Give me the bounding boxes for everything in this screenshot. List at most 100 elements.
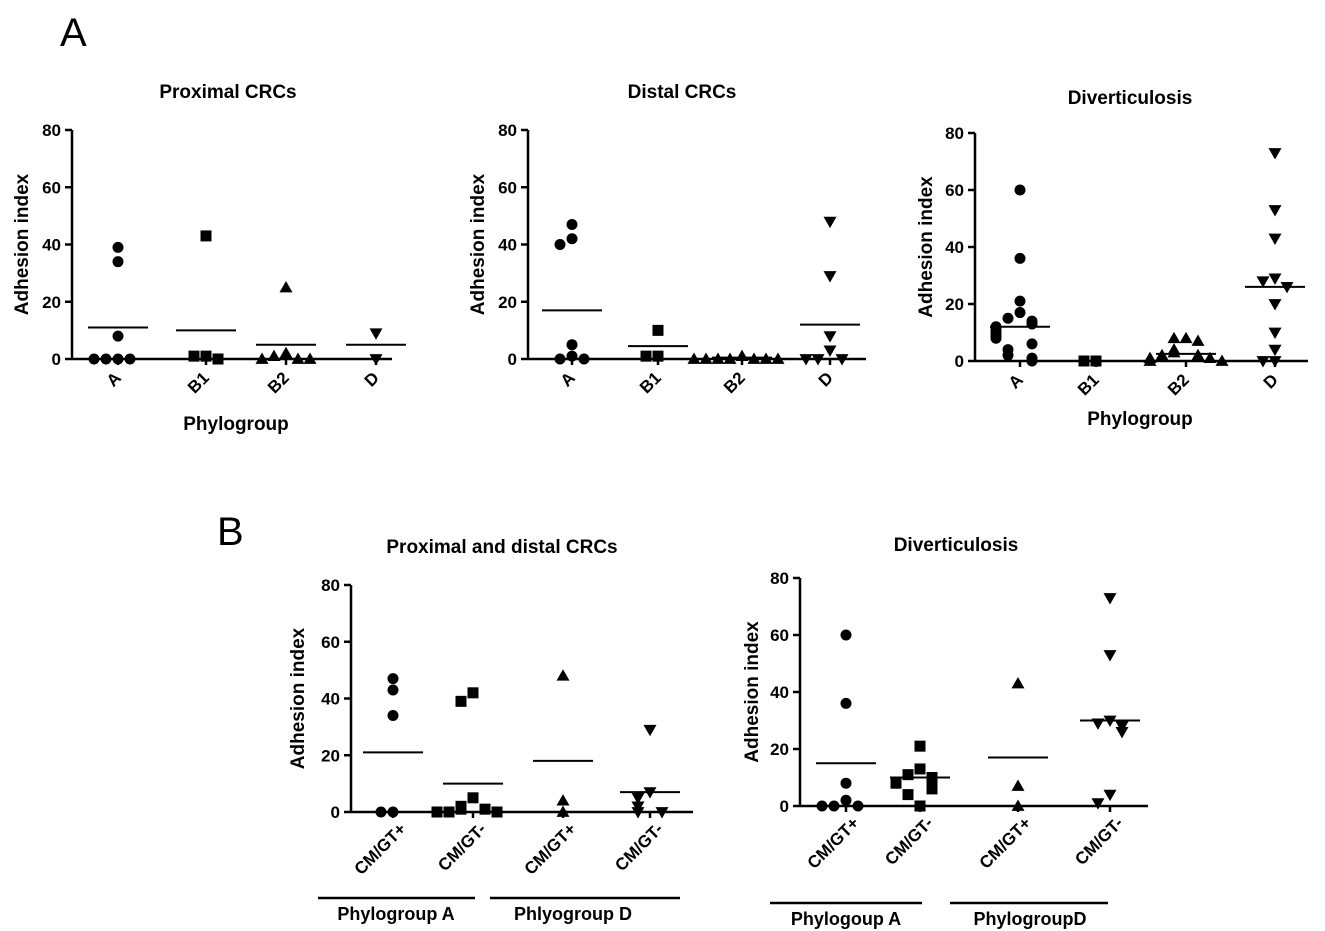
chart-title: Proximal CRCs [159, 82, 296, 103]
data-point [631, 807, 645, 819]
data-point [566, 233, 578, 245]
data-point [1011, 799, 1025, 811]
y-tick-label: 60 [42, 178, 61, 197]
data-point [1179, 331, 1193, 344]
y-axis-label: Adhesion index [288, 627, 309, 769]
data-point [914, 740, 926, 752]
data-point [112, 241, 124, 253]
data-point [640, 350, 652, 362]
data-point [840, 777, 852, 789]
data-point [387, 710, 399, 722]
data-point [556, 805, 570, 817]
chart-title: Diverticulosis [894, 535, 1019, 556]
data-point [1103, 593, 1117, 605]
data-point [840, 629, 852, 641]
y-tick-label: 0 [52, 350, 61, 369]
data-point [387, 684, 399, 696]
x-category-label: CM/GT+ [521, 819, 580, 878]
chart-title: Proximal and distal CRCs [386, 537, 617, 558]
data-point [1191, 334, 1205, 346]
y-axis-label: Adhesion index [12, 173, 33, 315]
data-point [200, 230, 212, 242]
data-point [1268, 273, 1282, 285]
data-point [1268, 356, 1282, 368]
y-tick-label: 20 [498, 293, 517, 312]
y-tick-label: 40 [945, 238, 964, 257]
data-point [926, 774, 938, 786]
y-tick-label: 20 [770, 740, 789, 759]
chart-2: Distal CRCs 0 20 40 60 80 Adhesion index A B1 B2 D [468, 82, 866, 397]
data-point [823, 271, 837, 283]
y-tick-label: 60 [770, 626, 789, 645]
data-point [479, 803, 491, 815]
x-category-label: A [103, 368, 125, 390]
y-tick-label: 80 [498, 121, 517, 140]
y-tick-label: 20 [321, 746, 340, 765]
group-label: Phylogoup A [791, 909, 901, 929]
data-point [902, 769, 914, 781]
data-point [467, 687, 479, 699]
y-axis-label: Adhesion index [742, 621, 763, 763]
y-tick-label: 0 [780, 797, 789, 816]
chart-5: Diverticulosis 0 20 40 60 80 Adhesion index CM/… [742, 535, 1148, 929]
y-tick-label: 40 [42, 236, 61, 255]
data-point [578, 353, 590, 365]
data-point [455, 803, 467, 815]
chart-title: Diverticulosis [1068, 88, 1193, 109]
panel-letter-a: A [60, 11, 87, 55]
group-label: Phylogroup A [337, 904, 454, 924]
data-point [1115, 721, 1129, 733]
chart-title: Distal CRCs [628, 82, 737, 103]
x-category-label: CM/GT+ [351, 819, 410, 878]
x-category-label: CM/GT- [434, 819, 490, 875]
x-category-label: A [1005, 370, 1027, 392]
data-point [212, 353, 224, 365]
data-point [112, 330, 124, 342]
data-point [1002, 349, 1014, 361]
data-point [643, 724, 657, 737]
data-point [840, 697, 852, 709]
data-point [1268, 233, 1282, 245]
data-point [990, 332, 1002, 344]
data-point [431, 806, 443, 818]
data-point [1103, 650, 1117, 662]
y-tick-label: 80 [770, 569, 789, 588]
data-point [1011, 676, 1025, 689]
data-point [631, 792, 645, 805]
data-point [811, 354, 825, 366]
data-point [566, 218, 578, 230]
data-point [1026, 318, 1038, 330]
data-point [467, 792, 479, 804]
data-point [443, 806, 455, 818]
x-category-label: B2 [720, 368, 749, 397]
data-point [1203, 351, 1217, 364]
x-category-label: D [361, 368, 383, 390]
data-point [255, 352, 269, 364]
data-point [303, 352, 317, 364]
data-point [112, 256, 124, 268]
x-category-label: CM/GT- [881, 813, 937, 869]
chart-1: Proximal CRCs 0 20 40 60 80 Adhesion index A B1 B… [12, 82, 406, 435]
y-tick-label: 40 [770, 683, 789, 702]
data-point [914, 800, 926, 812]
data-point [1143, 354, 1157, 366]
x-category-label: B1 [636, 368, 665, 397]
data-point [1256, 356, 1270, 368]
y-tick-label: 40 [498, 236, 517, 255]
y-tick-label: 0 [331, 803, 340, 822]
x-category-label: CM/GT+ [976, 813, 1035, 872]
y-tick-label: 60 [321, 633, 340, 652]
y-tick-label: 80 [42, 121, 61, 140]
x-category-label: D [815, 368, 837, 390]
data-point [1103, 789, 1117, 802]
x-axis-label: Phylogroup [183, 414, 289, 435]
x-category-label: B1 [1074, 370, 1103, 399]
y-tick-label: 80 [945, 124, 964, 143]
data-point [1268, 344, 1282, 357]
data-point [1268, 327, 1282, 339]
data-point [279, 346, 293, 359]
data-point [652, 324, 664, 336]
data-point [188, 350, 200, 362]
data-point [279, 280, 293, 293]
y-tick-label: 20 [42, 293, 61, 312]
